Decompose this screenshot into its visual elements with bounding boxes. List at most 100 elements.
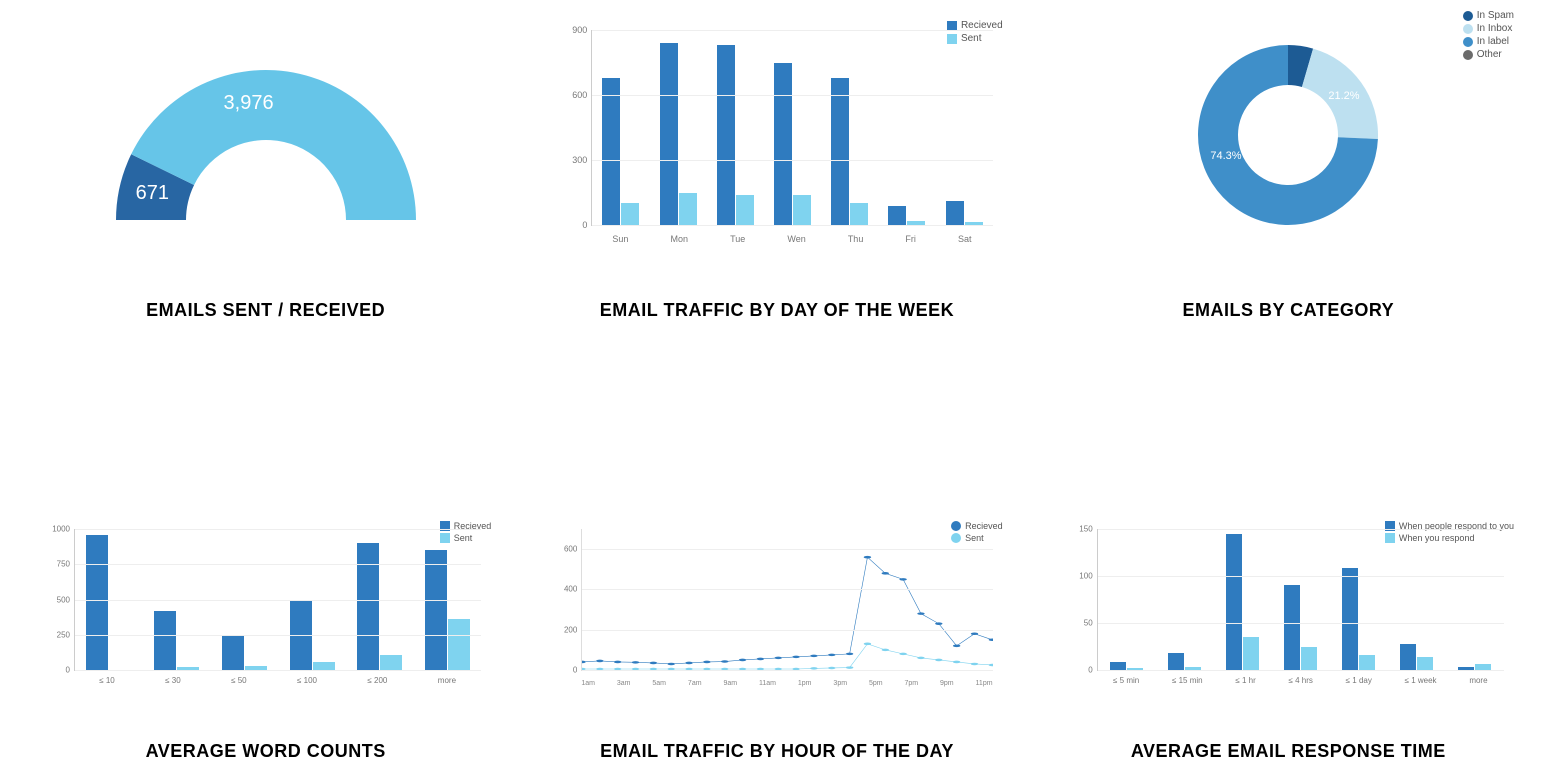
bar-primary (888, 206, 906, 226)
bar-group (774, 30, 811, 225)
x-label: ≤ 30 (165, 676, 181, 685)
word-counts-plot: 02505007501000 (74, 529, 481, 671)
traffic-hour-cell: RecievedSent 0200400600 1am3am5am7am9am1… (551, 521, 1002, 762)
y-tick: 0 (582, 220, 592, 230)
y-tick: 250 (57, 630, 75, 639)
y-tick: 200 (564, 625, 582, 634)
bar-secondary (679, 193, 697, 225)
donut-svg (1188, 35, 1388, 235)
y-tick: 300 (572, 155, 592, 165)
legend-swatch (1463, 50, 1473, 60)
traffic-week-bars-row (592, 30, 992, 225)
traffic-week-title: EMAIL TRAFFIC BY DAY OF THE WEEK (600, 300, 954, 321)
x-label: ≤ 1 hr (1235, 676, 1255, 685)
x-label: ≤ 15 min (1172, 676, 1203, 685)
bar-group (1110, 529, 1143, 670)
bar-group (1400, 529, 1433, 670)
legend-swatch (1463, 37, 1473, 47)
y-tick: 900 (572, 25, 592, 35)
gridline (592, 225, 992, 226)
bar-group (717, 30, 754, 225)
x-label: 11am (759, 680, 776, 687)
gridline (592, 95, 992, 96)
categories-title: EMAILS BY CATEGORY (1182, 300, 1394, 321)
y-tick: 400 (564, 585, 582, 594)
y-tick: 150 (1079, 525, 1097, 534)
x-label: 11pm (976, 680, 993, 687)
traffic-hour-svg (582, 529, 992, 670)
bar-group (1226, 529, 1259, 670)
x-label: more (1469, 676, 1487, 685)
x-label: 9am (723, 680, 737, 687)
legend-swatch (1463, 24, 1473, 34)
word-counts-cell: RecievedSent 02505007501000 ≤ 10≤ 30≤ 50… (40, 521, 491, 762)
x-label: 1pm (798, 680, 812, 687)
gridline (582, 670, 992, 671)
x-label: Sat (958, 234, 972, 244)
gridline (75, 600, 481, 601)
x-label: more (438, 676, 456, 685)
gridline (1098, 623, 1504, 624)
x-label: ≤ 1 day (1346, 676, 1372, 685)
x-label: 5pm (869, 680, 883, 687)
gridline (75, 635, 481, 636)
word-counts-bars: RecievedSent 02505007501000 ≤ 10≤ 30≤ 50… (40, 521, 491, 691)
gridline (592, 160, 992, 161)
legend-item: In Spam (1463, 10, 1514, 21)
y-tick: 600 (572, 90, 592, 100)
bar-group (602, 30, 639, 225)
bar-primary (774, 63, 792, 226)
bar-secondary (380, 655, 402, 671)
bar-primary (222, 636, 244, 670)
legend-item: In label (1463, 36, 1514, 47)
response-time-bars-row (1098, 529, 1504, 670)
response-time-bars: When people respond to youWhen you respo… (1063, 521, 1514, 691)
gridline (582, 630, 992, 631)
response-time-plot: 050100150 (1097, 529, 1504, 671)
response-time-xlabels: ≤ 5 min≤ 15 min≤ 1 hr≤ 4 hrs≤ 1 day≤ 1 w… (1097, 676, 1504, 685)
gridline (1098, 529, 1504, 530)
bar-primary (1110, 662, 1126, 670)
gridline (582, 589, 992, 590)
x-label: Tue (730, 234, 745, 244)
word-counts-xlabels: ≤ 10≤ 30≤ 50≤ 100≤ 200more (74, 676, 481, 685)
categories-legend: In SpamIn InboxIn labelOther (1463, 10, 1514, 62)
y-tick: 0 (66, 666, 75, 675)
bar-secondary (313, 662, 335, 670)
gauge-chart: 671 3,976 (40, 20, 491, 250)
word-counts-chart: RecievedSent 02505007501000 ≤ 10≤ 30≤ 50… (40, 521, 491, 691)
x-label: ≤ 50 (231, 676, 247, 685)
legend-swatch (947, 21, 957, 31)
x-label: 7am (688, 680, 702, 687)
bar-secondary (736, 195, 754, 225)
donut-wrap: 74.3% 21.2% (1188, 35, 1388, 235)
x-label: 3pm (833, 680, 847, 687)
bar-secondary (850, 203, 868, 225)
x-label: Mon (670, 234, 688, 244)
x-label: 9pm (940, 680, 954, 687)
traffic-hour-title: EMAIL TRAFFIC BY HOUR OF THE DAY (600, 741, 954, 762)
bar-group (1458, 529, 1491, 670)
y-tick: 500 (57, 595, 75, 604)
y-tick: 0 (1088, 666, 1097, 675)
bar-primary (154, 611, 176, 670)
gridline (582, 549, 992, 550)
traffic-hour-xlabels: 1am3am5am7am9am11am1pm3pm5pm7pm9pm11pm (581, 680, 992, 687)
bar-group (1284, 529, 1317, 670)
x-label: 1am (581, 680, 595, 687)
bar-primary (946, 201, 964, 225)
gridline (75, 670, 481, 671)
gridline (75, 529, 481, 530)
x-label: Thu (848, 234, 864, 244)
gauge-sent-value: 671 (136, 182, 169, 205)
categories-cell: In SpamIn InboxIn labelOther 74.3% 21.2%… (1063, 20, 1514, 321)
y-tick: 1000 (52, 525, 75, 534)
bar-group (1168, 529, 1201, 670)
bar-primary (1400, 644, 1416, 670)
x-label: Fri (905, 234, 916, 244)
bar-secondary (1417, 657, 1433, 670)
gauge-title: EMAILS SENT / RECEIVED (146, 300, 385, 321)
x-label: ≤ 10 (99, 676, 115, 685)
bar-primary (831, 78, 849, 225)
bar-group (660, 30, 697, 225)
